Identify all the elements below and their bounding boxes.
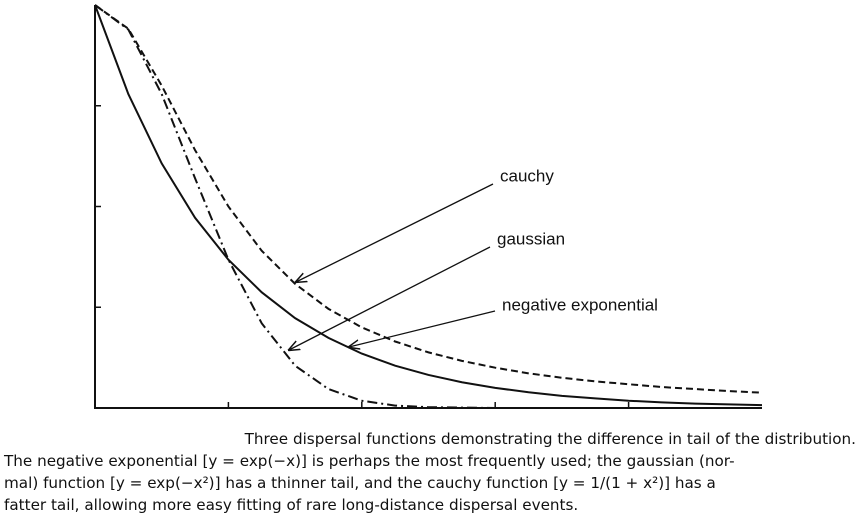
caption-line: The negative exponential [y = exp(−x)] i… xyxy=(4,452,735,470)
caption-line: Three dispersal functions demonstrating … xyxy=(244,430,856,448)
annotation-arrow xyxy=(349,310,496,347)
annotation-arrow xyxy=(296,183,494,282)
series-line xyxy=(94,4,763,394)
series-line xyxy=(94,4,762,409)
series-label: cauchy xyxy=(500,166,554,185)
caption: Three dispersal functions demonstrating … xyxy=(4,428,856,516)
annotation-arrow xyxy=(289,246,491,350)
series-line xyxy=(94,4,763,407)
chart: cauchy gaussian negative exponential xyxy=(94,4,763,409)
caption-line: mal) function [y = exp(−x²)] has a thinn… xyxy=(4,474,716,492)
series-label: negative exponential xyxy=(502,295,658,314)
series-label: gaussian xyxy=(497,229,565,248)
caption-line: fatter tail, allowing more easy fitting … xyxy=(4,496,579,514)
